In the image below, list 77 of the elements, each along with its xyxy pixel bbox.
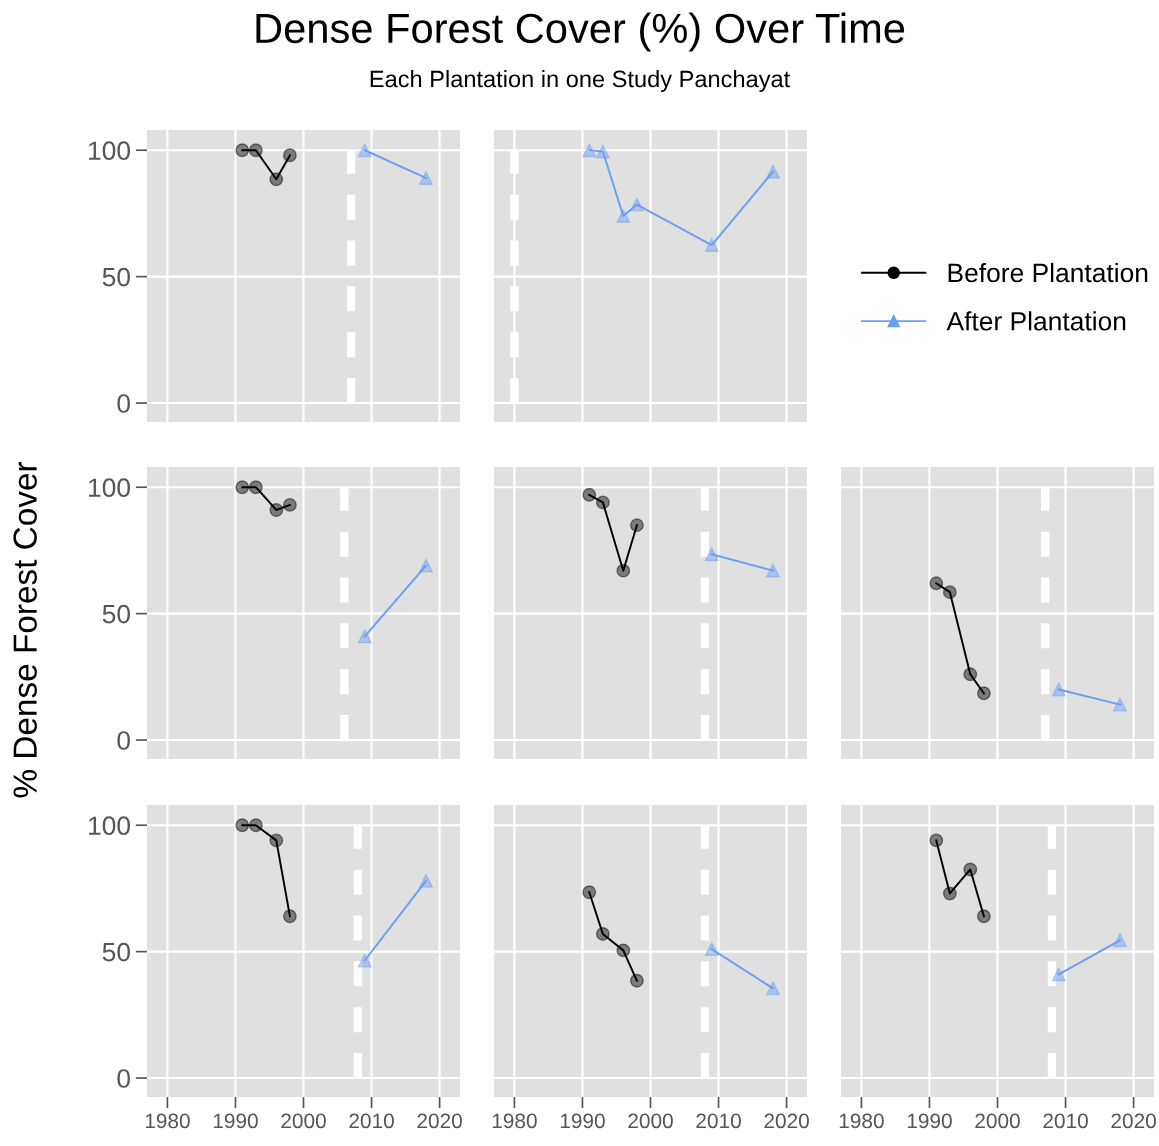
y-tick-label: 100 (89, 816, 130, 836)
point (582, 885, 597, 900)
point (248, 143, 263, 158)
point (282, 909, 297, 924)
x-tick-label: 2020 (417, 1113, 462, 1129)
y-tick-label: 100 (89, 478, 130, 498)
x-tick-label: 1990 (213, 1113, 258, 1129)
point (766, 981, 780, 996)
text: Each Plantation in one Study Panchayat (370, 70, 791, 92)
point (235, 480, 250, 495)
point (616, 943, 631, 958)
point (419, 873, 433, 888)
x-tick-label: 2000 (975, 1113, 1020, 1129)
point (582, 487, 597, 502)
point (595, 495, 610, 510)
point (419, 558, 433, 573)
y-tick-label: 0 (117, 394, 130, 413)
point (269, 503, 284, 517)
point (942, 585, 957, 600)
point (582, 143, 597, 158)
point (248, 480, 263, 495)
point (616, 209, 631, 223)
x-tick-label: 1990 (560, 1113, 605, 1129)
y-tick-label: 100 (89, 141, 130, 161)
point (419, 171, 433, 185)
point (269, 833, 284, 848)
point (629, 197, 644, 212)
y-axis-title: % Dense Forest Cover (13, 461, 37, 798)
point (282, 148, 297, 163)
point (766, 164, 780, 179)
text: Dense Forest Cover (%) Over Time (256, 12, 905, 52)
point (357, 953, 372, 968)
point (942, 886, 957, 901)
x-tick-label: 2020 (764, 1113, 809, 1129)
point (357, 143, 372, 158)
point (704, 942, 719, 957)
x-tick-label: 2000 (281, 1113, 326, 1129)
point (1051, 967, 1066, 982)
point (963, 862, 978, 877)
x-tick-label: 2010 (349, 1113, 394, 1129)
x-tick-label: 1980 (839, 1113, 884, 1129)
point (269, 172, 284, 187)
y-tick-label: 50 (102, 267, 130, 287)
point (248, 818, 263, 833)
point (1113, 697, 1127, 712)
point (1051, 682, 1066, 697)
x-tick-label: 2000 (628, 1113, 673, 1129)
x-tick-label: 2020 (1111, 1113, 1156, 1129)
x-tick-label: 1990 (907, 1113, 952, 1129)
point (282, 497, 297, 512)
point (976, 686, 991, 701)
y-tick-label: 0 (117, 1069, 130, 1088)
x-tick-label: 1980 (492, 1113, 537, 1129)
point (595, 926, 610, 941)
y-tick-label: 0 (117, 731, 130, 750)
point (963, 667, 978, 682)
point (595, 144, 610, 159)
y-tick-label: 50 (102, 942, 130, 962)
x-tick-label: 2010 (696, 1113, 741, 1129)
point (1113, 933, 1127, 948)
x-tick-label: 1980 (145, 1113, 190, 1129)
point (235, 818, 250, 833)
point (929, 833, 944, 848)
point (766, 563, 780, 578)
x-tick-label: 2010 (1043, 1113, 1088, 1129)
point (929, 576, 944, 591)
point (629, 518, 644, 533)
point (704, 238, 719, 252)
point (976, 909, 991, 924)
y-tick-label: 50 (102, 604, 130, 624)
point (357, 629, 372, 644)
point (704, 547, 719, 562)
point (616, 563, 631, 578)
point (235, 143, 250, 158)
point (629, 973, 644, 988)
legend-label: After Plantation (946, 311, 1126, 331)
legend-label: Before Plantation (948, 262, 1148, 283)
